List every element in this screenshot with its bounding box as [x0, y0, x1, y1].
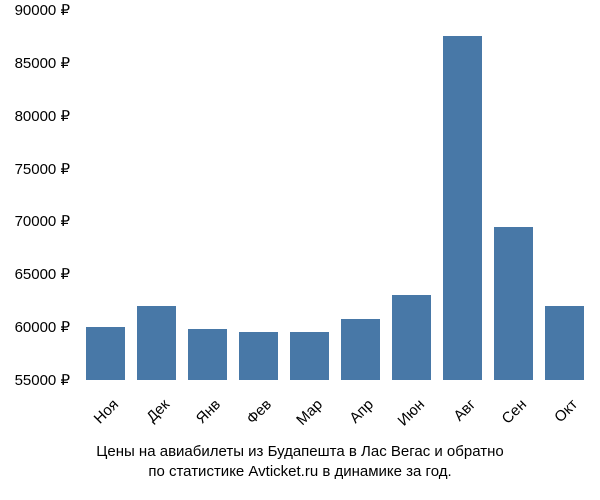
x-tick-label: Апр: [346, 396, 377, 427]
caption-line-1: Цены на авиабилеты из Будапешта в Лас Ве…: [96, 443, 503, 460]
x-tick-label: Ноя: [90, 396, 121, 427]
y-tick-label: 80000 ₽: [15, 107, 70, 125]
bar: [341, 319, 381, 380]
bar: [443, 36, 483, 380]
x-tick-label: Янв: [192, 396, 223, 427]
bar: [188, 329, 228, 380]
bar: [392, 295, 432, 380]
y-tick-label: 90000 ₽: [15, 1, 70, 19]
x-tick-label: Авг: [450, 396, 479, 425]
x-tick-label: Июн: [394, 396, 427, 429]
x-tick-label: Дек: [143, 396, 173, 426]
y-tick-label: 60000 ₽: [15, 318, 70, 336]
bar: [86, 327, 126, 380]
y-tick-label: 55000 ₽: [15, 371, 70, 389]
y-tick-label: 75000 ₽: [15, 160, 70, 178]
x-tick-label: Мар: [293, 396, 326, 429]
bar: [494, 227, 534, 380]
bar: [137, 306, 177, 380]
y-tick-label: 70000 ₽: [15, 212, 70, 230]
x-tick-label: Сен: [498, 396, 529, 427]
y-tick-label: 65000 ₽: [15, 265, 70, 283]
bar-chart: 55000 ₽60000 ₽65000 ₽70000 ₽75000 ₽80000…: [80, 10, 590, 380]
y-tick-label: 85000 ₽: [15, 54, 70, 72]
x-tick-label: Окт: [551, 396, 581, 426]
x-tick-label: Фев: [243, 396, 275, 428]
caption-line-2: по статистике Avticket.ru в динамике за …: [148, 463, 451, 480]
chart-caption: Цены на авиабилеты из Будапешта в Лас Ве…: [0, 442, 600, 483]
bar: [239, 332, 279, 380]
bar: [545, 306, 585, 380]
bar: [290, 332, 330, 380]
plot-area: 55000 ₽60000 ₽65000 ₽70000 ₽75000 ₽80000…: [80, 10, 590, 380]
